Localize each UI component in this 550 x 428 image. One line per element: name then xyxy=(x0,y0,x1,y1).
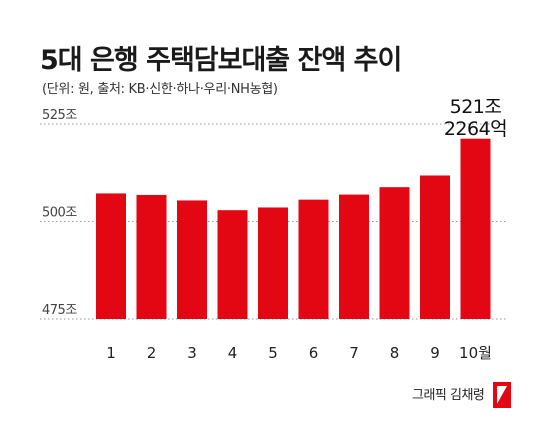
x-tick-label: 7 xyxy=(349,344,359,362)
x-tick-label: 5 xyxy=(268,344,278,362)
value-annotation: 521조 xyxy=(450,96,502,118)
bar xyxy=(420,175,450,319)
x-tick-label: 2 xyxy=(147,344,157,362)
x-tick-label: 9 xyxy=(430,344,440,362)
x-tick-label: 6 xyxy=(309,344,319,362)
y-tick-label: 475조 xyxy=(42,303,77,318)
bar xyxy=(379,187,410,319)
graphic-credit: 그래픽 김채령 xyxy=(412,388,485,403)
x-tick-label: 8 xyxy=(390,344,400,362)
bar xyxy=(298,199,329,319)
chart-subtitle: (단위: 원, 출처: KB·신한·하나·우리·NH농협) xyxy=(42,82,278,97)
bar xyxy=(258,207,288,319)
brand-logo-icon xyxy=(493,382,511,408)
bar xyxy=(460,138,491,319)
bar xyxy=(96,193,126,319)
x-tick-label: 10월 xyxy=(459,344,492,362)
bar xyxy=(177,200,207,319)
bar xyxy=(217,210,248,319)
value-annotation: 2264억 xyxy=(444,118,507,140)
x-tick-label: 4 xyxy=(228,344,238,362)
chart-title: 5대 은행 주택담보대출 잔액 추이 xyxy=(40,45,402,76)
x-tick-label: 1 xyxy=(106,344,116,362)
bar xyxy=(136,194,167,319)
x-tick-label: 3 xyxy=(187,344,197,362)
y-tick-label: 525조 xyxy=(42,108,77,123)
bar xyxy=(339,194,369,319)
y-tick-label: 500조 xyxy=(42,206,77,221)
